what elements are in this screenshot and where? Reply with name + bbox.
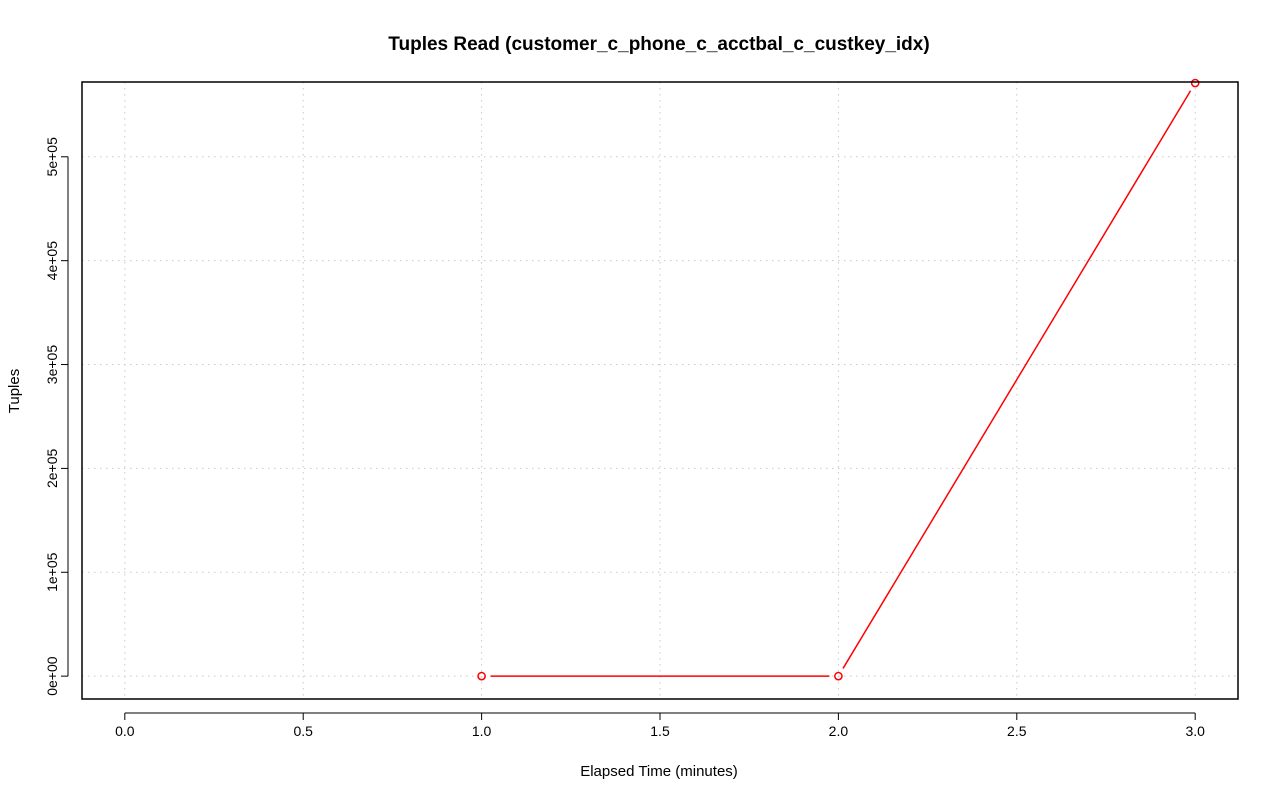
x-axis-label: Elapsed Time (minutes) [580, 763, 738, 780]
plot-area-frame [81, 81, 1239, 700]
y-tick-label: 3e+05 [44, 345, 60, 385]
data-point [1190, 78, 1200, 88]
y-tick-label: 4e+05 [44, 241, 60, 281]
axes: 0.0 0.5 1.0 1.5 2.0 2.5 3.0 0e+00 1e+05 2e+05 3e+0… [44, 137, 1205, 739]
y-tick-label: 5e+05 [44, 137, 60, 177]
x-tick-label: 2.0 [829, 723, 849, 739]
y-tick-label: 0e+00 [44, 656, 60, 696]
data-point [834, 671, 843, 681]
data-point [477, 671, 486, 681]
chart-title: Tuples Read (customer_c_phone_c_acctbal_… [388, 34, 929, 55]
series-layer [477, 78, 1200, 681]
x-tick-label: 0.5 [293, 723, 313, 739]
y-tick-label: 2e+05 [44, 449, 60, 489]
x-tick-label: 0.0 [115, 723, 135, 739]
x-tick-label: 1.5 [650, 723, 670, 739]
grid-lines [82, 82, 1238, 699]
x-tick-label: 3.0 [1185, 723, 1205, 739]
x-tick-label: 1.0 [472, 723, 492, 739]
y-axis-label: Tuples [6, 369, 23, 413]
series-line-segment [842, 90, 1192, 669]
x-tick-label: 2.5 [1007, 723, 1027, 739]
y-tick-label: 1e+05 [44, 552, 60, 592]
